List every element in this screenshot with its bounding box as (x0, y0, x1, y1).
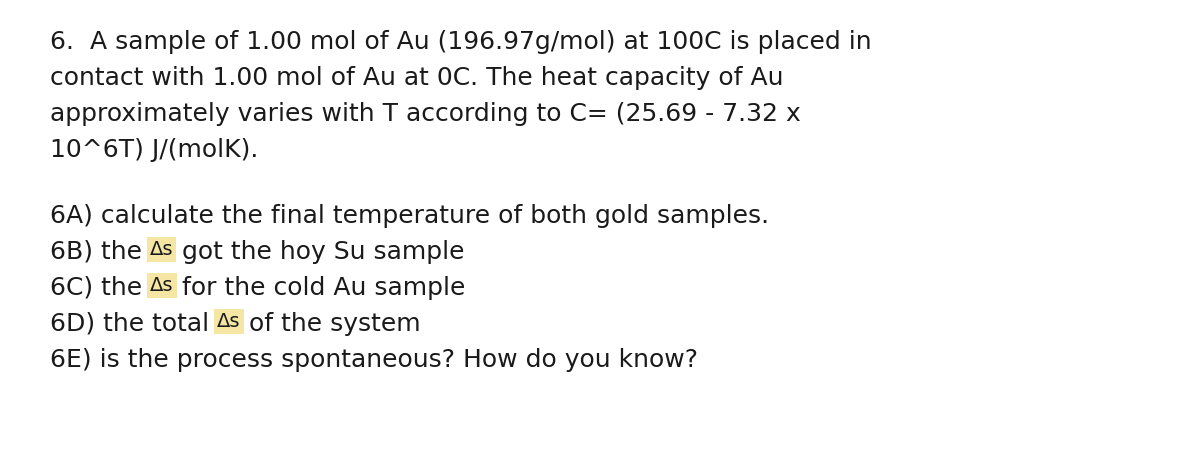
Text: for the cold Au sample: for the cold Au sample (174, 276, 466, 300)
Text: contact with 1.00 mol of Au at 0C. The heat capacity of Au: contact with 1.00 mol of Au at 0C. The h… (50, 66, 784, 90)
Text: 10^6T) J/(molK).: 10^6T) J/(molK). (50, 138, 258, 162)
Text: got the hoy Su sample: got the hoy Su sample (174, 240, 464, 264)
Text: 6A) calculate the final temperature of both gold samples.: 6A) calculate the final temperature of b… (50, 204, 769, 228)
Text: 6E) is the process spontaneous? How do you know?: 6E) is the process spontaneous? How do y… (50, 348, 698, 372)
Text: approximately varies with T according to C= (25.69 - 7.32 x: approximately varies with T according to… (50, 102, 800, 126)
Text: Δs: Δs (217, 312, 241, 331)
Text: Δs: Δs (150, 240, 174, 259)
Text: 6B) the: 6B) the (50, 240, 150, 264)
Text: 6C) the: 6C) the (50, 276, 150, 300)
Text: Δs: Δs (150, 276, 174, 295)
Text: 6.  A sample of 1.00 mol of Au (196.97g/mol) at 100C is placed in: 6. A sample of 1.00 mol of Au (196.97g/m… (50, 30, 871, 54)
Text: of the system: of the system (241, 312, 420, 336)
Text: 6D) the total: 6D) the total (50, 312, 217, 336)
